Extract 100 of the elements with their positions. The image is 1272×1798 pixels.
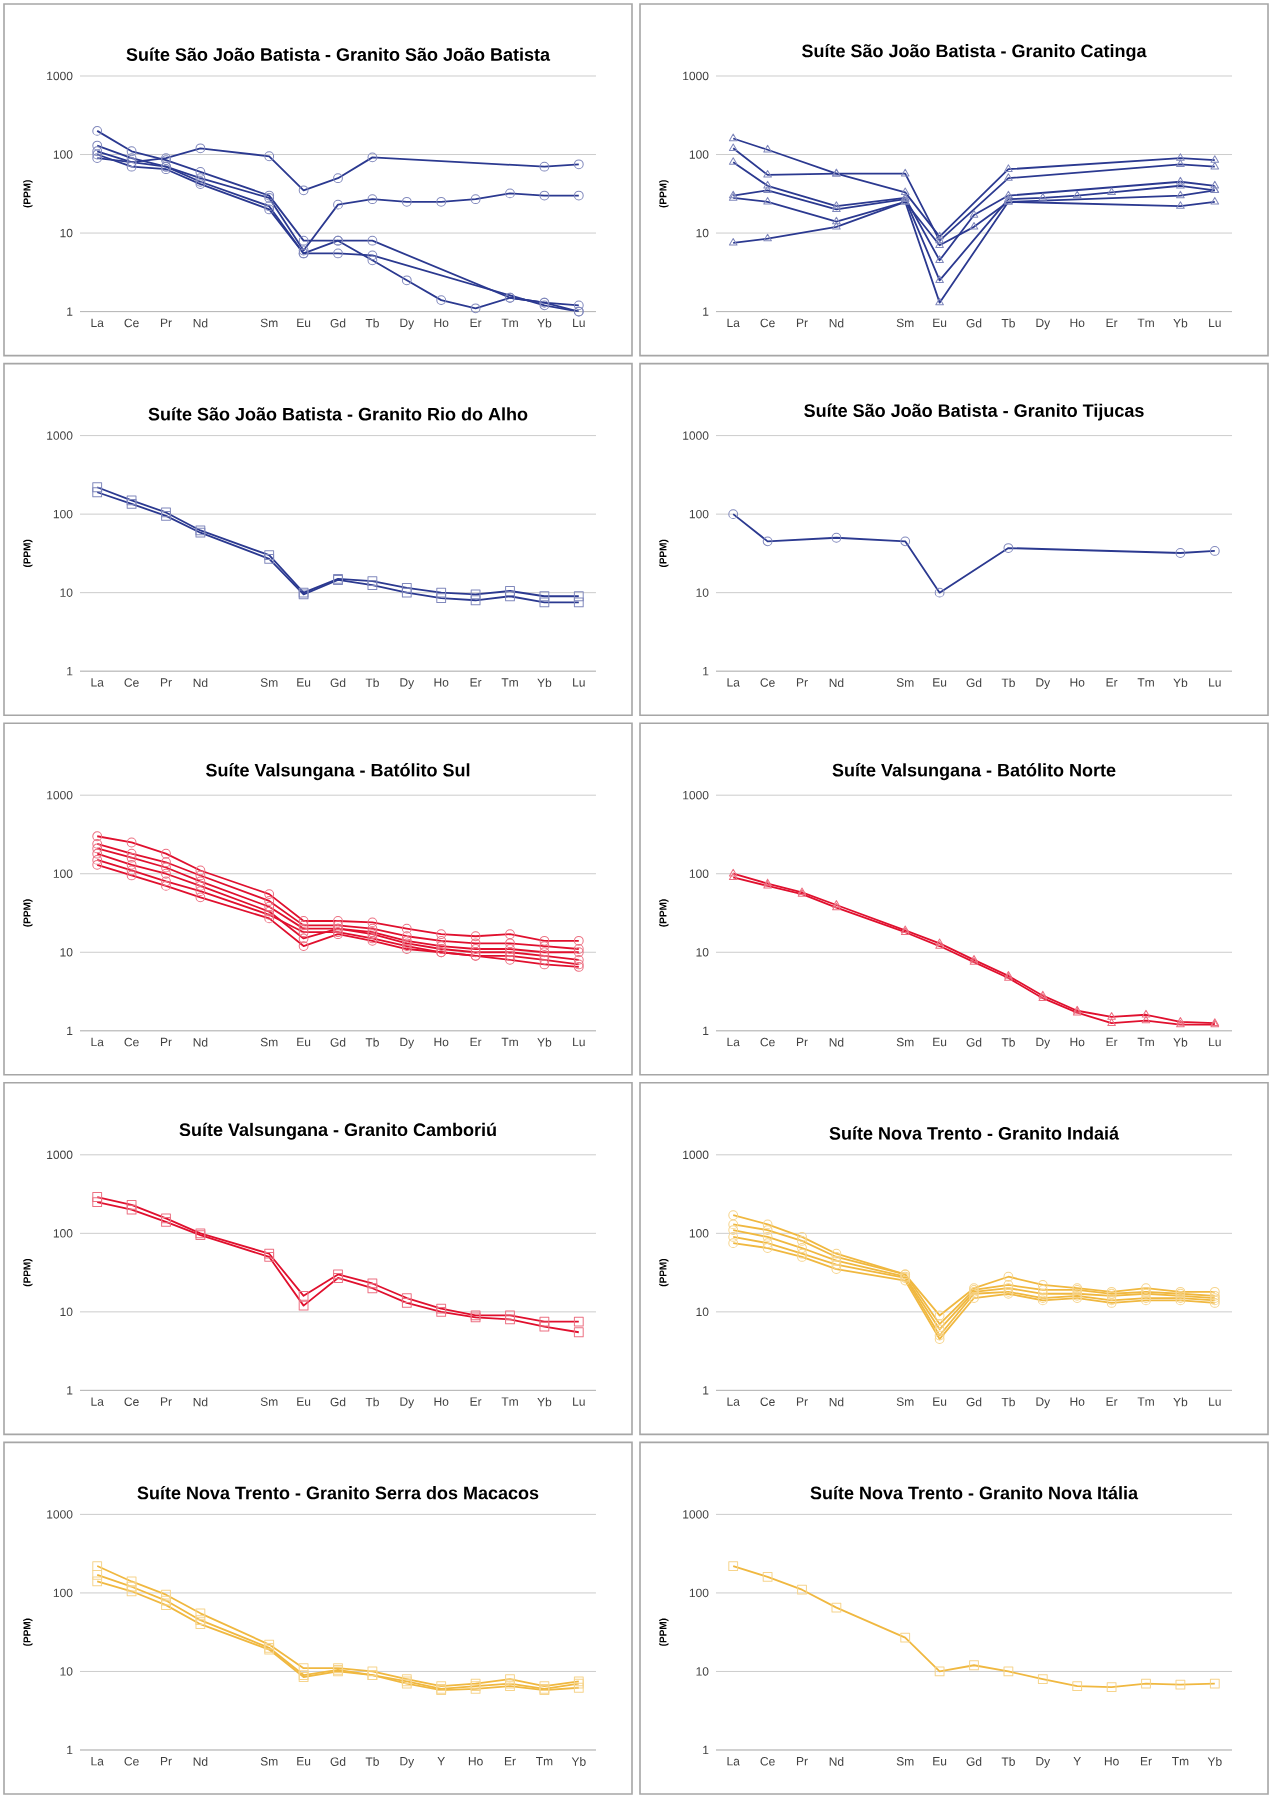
x-tick-label: La [91,1757,104,1766]
y-axis-title: (PPM) [659,1618,669,1646]
y-axis-title: (PPM) [659,1258,669,1287]
x-tick-label: Er [1106,678,1118,687]
x-tick-label: Lu [573,1037,585,1047]
x-tick-label: Tm [501,678,518,687]
y-axis-title: (PPM) [23,1618,33,1646]
chart-title: Suíte São João Batista - Granito Tijucas [804,403,1144,421]
x-tick-label: Lu [573,1397,585,1406]
x-tick-label: Gd [966,1397,982,1407]
y-tick-label: 1 [67,667,73,676]
x-tick-label: Tm [1137,1037,1154,1047]
x-tick-label: Pr [796,318,808,327]
x-tick-label: Er [1106,318,1118,327]
y-tick-label: 100 [689,869,709,878]
x-tick-label: Ce [124,1757,139,1766]
x-tick-label: Lu [1209,1037,1221,1047]
y-tick-label: 1 [703,667,709,676]
y-axis-title: (PPM) [23,899,33,927]
x-tick-label: Nd [829,1757,844,1766]
x-tick-label: Tm [1172,1757,1189,1766]
chart-title: Suíte São João Batista - Granito São João Batista [126,47,551,61]
y-tick-label: 1000 [683,1150,709,1160]
x-tick-label: Eu [933,1757,947,1766]
x-tick-label: Ce [760,318,775,328]
x-tick-label: Tb [1001,678,1015,688]
x-tick-label: La [727,1037,740,1047]
x-tick-label: Pr [160,1037,172,1047]
y-tick-label: 1 [67,1386,73,1395]
x-tick-label: La [91,318,104,328]
y-tick-label: 1000 [47,431,73,440]
x-tick-label: Er [470,1397,482,1406]
x-tick-label: Pr [796,678,808,687]
x-tick-label: Dy [400,1037,415,1049]
y-tick-label: 100 [53,1229,73,1238]
x-tick-label: Ce [760,1397,775,1406]
x-tick-label: Tm [1137,678,1154,687]
x-tick-label: Eu [933,678,947,687]
x-tick-label: La [727,1397,740,1406]
y-axis-title: (PPM) [23,180,33,208]
x-tick-label: Yb [1207,1757,1222,1766]
x-tick-label: Ce [760,1037,775,1047]
x-tick-label: Ho [434,1397,449,1406]
y-axis-title: (PPM) [23,1258,33,1287]
x-tick-label: Ho [1070,1397,1085,1406]
x-tick-label: Dy [400,1397,415,1409]
x-tick-label: Yb [571,1757,586,1766]
x-tick-label: Yb [537,678,552,688]
x-tick-label: Dy [400,1757,415,1768]
x-tick-label: Er [470,1037,482,1047]
x-tick-label: Gd [330,1037,346,1047]
x-tick-label: Y [437,1757,445,1766]
y-tick-label: 10 [60,948,73,957]
x-tick-label: Tb [365,678,379,688]
x-tick-label: Er [470,318,482,327]
x-tick-label: Yb [1173,678,1188,688]
x-tick-label: Dy [1036,678,1051,689]
x-tick-label: Tb [1001,318,1015,328]
x-tick-label: Tb [365,318,379,328]
x-tick-label: Ce [124,318,139,328]
x-tick-label: Nd [193,1757,208,1766]
x-tick-label: Eu [297,1397,311,1406]
x-tick-label: Dy [1036,318,1051,330]
x-tick-label: Pr [796,1757,808,1766]
y-tick-label: 1000 [47,790,73,800]
y-tick-label: 10 [60,1307,73,1317]
y-tick-label: 10 [696,228,709,238]
x-tick-label: Ho [434,318,449,328]
y-tick-label: 10 [696,588,709,597]
x-tick-label: Nd [829,1397,844,1407]
x-tick-label: Dy [1036,1037,1051,1049]
y-tick-label: 1 [703,1026,709,1035]
x-tick-label: Pr [160,318,172,327]
x-tick-label: Er [1140,1757,1152,1766]
x-tick-label: Gd [330,678,346,688]
x-tick-label: Tm [1137,1397,1154,1406]
y-tick-label: 1 [67,1026,73,1035]
x-tick-label: Ce [760,678,775,687]
chart-title: Suíte Nova Trento - Granito Serra dos Macacos [137,1485,539,1500]
x-tick-label: Lu [1209,678,1221,687]
x-tick-label: Pr [160,678,172,687]
x-tick-label: Pr [796,1397,808,1406]
y-tick-label: 1000 [47,1510,73,1519]
x-tick-label: Ho [1070,678,1085,687]
x-tick-label: Gd [966,678,982,688]
x-tick-label: Sm [260,1397,278,1406]
x-tick-label: La [91,1397,104,1406]
y-tick-label: 10 [696,1667,709,1676]
x-tick-label: Lu [1209,318,1221,328]
x-tick-label: Tb [365,1037,379,1047]
x-tick-label: Er [1106,1397,1118,1406]
chart-title: Suíte Valsungana - Granito Camboriú [179,1122,496,1140]
x-tick-label: La [727,678,740,687]
x-tick-label: Ce [760,1757,775,1766]
x-tick-label: Sm [260,1757,278,1766]
x-tick-label: Sm [260,318,278,328]
x-tick-label: Nd [193,318,208,328]
x-tick-label: Sm [896,678,914,687]
chart-title: Suíte Nova Trento - Granito Indaiá [829,1126,1120,1140]
x-tick-label: Tm [501,1397,518,1406]
